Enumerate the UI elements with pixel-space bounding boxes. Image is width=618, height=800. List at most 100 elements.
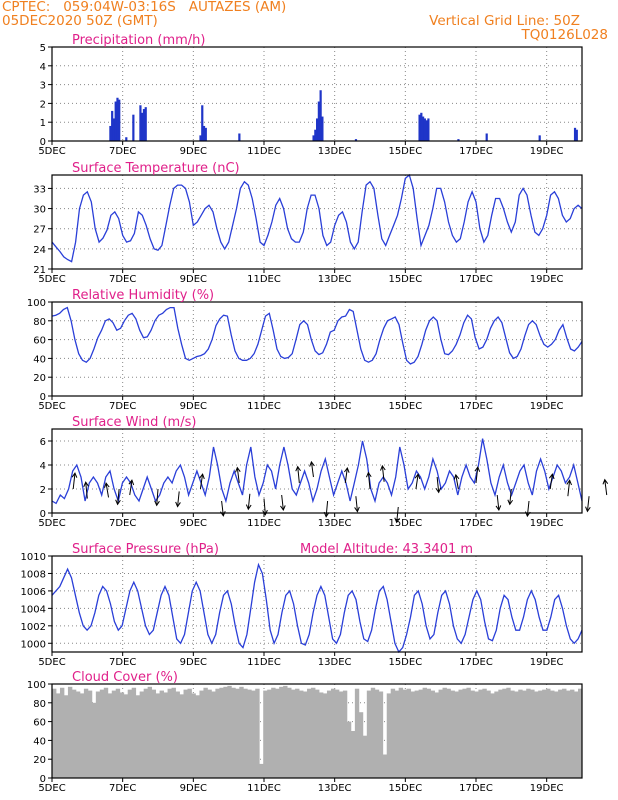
panel-title: Surface Pressure (hPa) [72, 542, 219, 557]
x-tick-label: 15DEC [388, 518, 422, 529]
wind-arrow [586, 496, 590, 512]
cloud-bar [219, 687, 224, 778]
panel-frame [51, 46, 583, 142]
cloud-bar [330, 688, 336, 778]
cloud-bar [71, 689, 77, 778]
precip-bar [319, 90, 322, 141]
cloud-bar [111, 690, 117, 778]
wind-arrow [415, 474, 419, 490]
wind-arrow-head [262, 509, 268, 516]
wind-arrow-head [199, 473, 205, 480]
y-tick-label: 0 [40, 509, 46, 520]
cloud-bar [418, 689, 424, 778]
cloud-bar [299, 690, 304, 778]
header-line2: 05DEC2020 50Z (GMT) [2, 13, 158, 29]
wind-arrow [236, 467, 240, 484]
cloud-bar [275, 688, 280, 778]
y-tick-label: 100 [27, 298, 46, 309]
cloud-bar [378, 691, 384, 778]
wind-arrow [105, 483, 110, 498]
precip-bar [238, 133, 241, 141]
x-tick-label: 17DEC [459, 401, 493, 412]
x-tick-label: 9DEC [180, 401, 207, 412]
y-tick-label: 21 [33, 265, 46, 276]
cloud-bar [570, 689, 575, 778]
panel-0 [48, 46, 583, 145]
wind-arrow-head [365, 471, 372, 478]
wind-arrow-head [103, 482, 110, 489]
wind-arrow-head [245, 504, 252, 511]
cloud-bar [410, 691, 416, 778]
x-tick-label: 15DEC [388, 783, 422, 794]
wind-arrow-head [323, 511, 330, 518]
cloud-bar [402, 689, 408, 778]
precip-bar [118, 99, 121, 141]
y-tick-label: 0 [40, 137, 46, 148]
x-tick-label: 7DEC [109, 518, 136, 529]
cloud-bar [558, 689, 563, 778]
x-tick-label: 17DEC [459, 518, 493, 529]
x-tick-label: 5DEC [38, 146, 65, 157]
cloud-bar [239, 686, 244, 778]
wind-arrow [325, 500, 329, 517]
precip-bar [312, 135, 315, 141]
cloud-bar [522, 690, 527, 778]
y-tick-label: 30 [33, 205, 46, 216]
cloud-bar [267, 689, 272, 778]
x-tick-label: 13DEC [318, 783, 352, 794]
panel-2 [48, 301, 583, 400]
wind-arrow [281, 494, 284, 511]
cloud-bar [338, 691, 344, 778]
wind-arrow-head [507, 499, 514, 506]
wind-arrow-head [115, 499, 121, 506]
precip-bar [316, 118, 319, 141]
precip-bar [573, 127, 577, 141]
cloud-bar [271, 687, 276, 778]
x-tick-label: 13DEC [318, 146, 352, 157]
cloud-bar [287, 687, 292, 778]
x-tick-label: 15DEC [388, 657, 422, 668]
cloud-bar [370, 687, 376, 778]
cloud-bar [139, 691, 145, 778]
x-tick-label: 19DEC [530, 657, 564, 668]
y-tick-label: 100 [27, 680, 46, 691]
cloud-bar [135, 695, 141, 778]
cloud-bar [342, 690, 348, 778]
cloud-bar [434, 692, 439, 778]
wind-arrow-head [585, 506, 591, 513]
precip-bar [425, 120, 428, 141]
wind-arrow [381, 465, 385, 482]
x-tick-label: 5DEC [38, 274, 65, 285]
cloud-bar [334, 689, 340, 778]
wind-arrow [526, 500, 530, 517]
cloud-bar [422, 687, 427, 778]
cloud-bar [155, 693, 160, 778]
cloud-bar [534, 691, 539, 778]
wind-arrow-head [280, 505, 286, 512]
x-tick-label: 13DEC [318, 401, 352, 412]
cloud-bar [243, 688, 248, 778]
wind-arrow-head [394, 517, 400, 524]
y-tick-label: 60 [33, 336, 46, 347]
cloud-bar [350, 731, 356, 778]
wind-arrow-head [495, 505, 502, 512]
wind-arrow-head [235, 466, 241, 473]
wind-arrow-head [602, 478, 609, 485]
cloud-bar [55, 693, 61, 778]
precip-bar [201, 105, 204, 141]
y-tick-label: 4 [40, 461, 46, 472]
x-tick-label: 7DEC [109, 783, 136, 794]
cloud-bar [207, 689, 212, 778]
wind-arrow [604, 479, 608, 496]
cloud-bar [87, 690, 93, 778]
y-tick-label: 1000 [21, 639, 46, 650]
wind-arrow [310, 461, 314, 478]
wind-arrow-head [414, 473, 421, 480]
y-tick-label: 24 [33, 245, 46, 256]
x-tick-label: 9DEC [180, 146, 207, 157]
wind-arrow-head [154, 500, 160, 507]
precip-bar [204, 127, 207, 141]
cloud-bar [474, 691, 479, 778]
cloud-bar [578, 688, 583, 778]
x-tick-label: 9DEC [180, 657, 207, 668]
